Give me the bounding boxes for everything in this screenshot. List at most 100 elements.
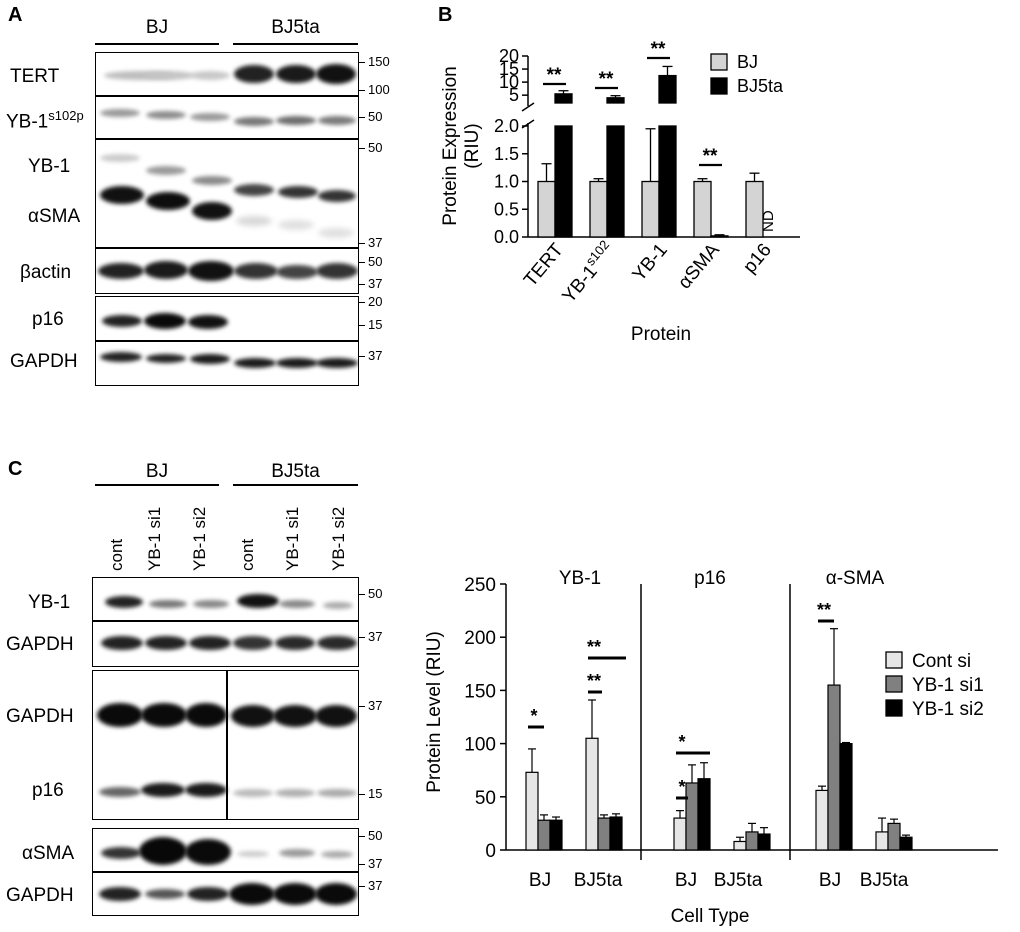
panel-c-group-bj-line [95, 484, 219, 486]
chart-c-bar [899, 836, 913, 851]
chart-c-category-label: BJ [675, 870, 697, 891]
lane-label: YB-1 si1 [145, 507, 164, 571]
panel-c-group-bj5ta-line [233, 484, 358, 486]
mw-marker: 150 [368, 54, 390, 69]
chart-b-sig-label: ** [547, 65, 562, 86]
blot-bactin [95, 248, 359, 294]
chart-b-ytick-label: 15 [499, 59, 519, 79]
chart-c-ylabel: Protein Level (RIU) [424, 631, 445, 793]
panel-b-letter: B [438, 4, 453, 26]
chart-b-legend-label: BJ5ta [737, 76, 784, 96]
panel-a-group-bj: BJ [145, 17, 169, 38]
chart-c-bar [697, 778, 711, 851]
chart-b-ytick-label: 2.0 [494, 116, 519, 136]
chart-c-ytick-label: 250 [464, 575, 496, 596]
mw-marker: 37 [368, 235, 383, 250]
panel-a-group-bj-line [95, 43, 219, 45]
chart-b: Protein Expression (RIU) 0.0 0.5 1.0 1.5 2.0… [440, 39, 800, 345]
chart-c-bar [757, 833, 771, 851]
chart-b-nd-label: ND [760, 210, 777, 232]
chart-c-sig-label: * [530, 706, 537, 726]
chart-b-category-label: YB-1 [629, 240, 672, 286]
chart-b-bar [589, 180, 608, 238]
mw-tick [359, 117, 365, 119]
panel-c-label-gapdh-3: GAPDH [6, 885, 74, 906]
chart-b-ytick-label: 0.5 [494, 199, 519, 219]
chart-b-bar [606, 97, 625, 104]
chart-c-legend-label: YB-1 si2 [912, 699, 984, 720]
chart-c-bar [875, 831, 889, 851]
chart-b-category-label: YB-1s102 [555, 237, 619, 307]
panel-a-label-p16: p16 [32, 309, 64, 330]
lane-label: YB-1 si1 [283, 507, 302, 571]
chart-c-category-label: BJ5ta [860, 870, 909, 891]
panel-c-label-yb1: YB-1 [28, 592, 71, 613]
chart-c-bar [549, 819, 563, 851]
panel-a-label-tert: TERT [10, 66, 60, 87]
panel-a-label-yb1-s102p: YB-1s102p [6, 108, 84, 133]
chart-b-ytick-label: 20 [499, 46, 519, 66]
panel-c-label-asma: αSMA [22, 843, 75, 864]
chart-b-bar [658, 125, 677, 238]
mw-marker: 100 [368, 82, 390, 97]
chart-c-ytick-label: 50 [475, 788, 496, 809]
chart-c-ytick-label: 150 [464, 681, 496, 702]
chart-b-xlabel: Protein [631, 324, 691, 345]
blot-tert [95, 52, 359, 96]
chart-c-category-label: BJ5ta [574, 870, 623, 891]
mw-tick [359, 302, 365, 304]
chart-b-ytick-label: 1.5 [494, 144, 519, 164]
mw-marker: 15 [368, 317, 383, 332]
lane-label: cont [107, 539, 126, 571]
chart-c-bar [537, 819, 551, 851]
chart-c-bar [733, 840, 747, 851]
chart-b-sig-label: ** [651, 39, 666, 60]
chart-b-category-label: TERT [520, 239, 568, 291]
mw-marker: 37 [368, 276, 383, 291]
chart-c-bar [745, 831, 759, 851]
chart-c-panel-title: α-SMA [826, 568, 885, 589]
chart-c-bar [815, 789, 829, 851]
panel-c-label-p16: p16 [32, 780, 64, 801]
mw-tick [359, 284, 365, 286]
chart-c-legend-label: YB-1 si1 [912, 675, 984, 696]
chart-c-bar [585, 737, 599, 851]
chart-c-legend-swatch [885, 651, 903, 669]
panel-c-group-bj5ta: BJ5ta [271, 461, 320, 482]
blot-c-gapdh-3 [92, 872, 359, 916]
mw-marker: 37 [368, 856, 383, 871]
chart-b-bar [554, 93, 573, 104]
chart-c-ytick-label: 100 [464, 735, 496, 756]
chart-b-sig-label: ** [703, 146, 718, 167]
mw-tick [359, 90, 365, 92]
chart-b-bar [710, 235, 729, 238]
mw-marker: 50 [368, 586, 383, 601]
mw-marker: 50 [368, 140, 383, 155]
chart-b-legend-swatch [710, 77, 728, 95]
mw-tick [359, 637, 365, 639]
panel-c-lane-labels: cont YB-1 si1 YB-1 si2 cont YB-1 si1 YB-… [107, 507, 348, 571]
chart-b-ylabel-line2: (RIU) [462, 123, 483, 168]
chart-c-bar [685, 782, 699, 851]
chart-c-sig-label: * [678, 732, 685, 752]
chart-b-bar [658, 74, 677, 104]
mw-marker: 37 [368, 698, 383, 713]
panel-a-label-yb1: YB-1 [28, 156, 71, 177]
chart-c-bar [673, 817, 687, 851]
blot-yb1-s102p [95, 96, 359, 139]
chart-b-bar [641, 180, 660, 238]
blot-yb1-asma [95, 139, 359, 248]
chart-b-category-label: p16 [739, 240, 775, 278]
chart-c-bar [609, 816, 623, 851]
blot-gapdh-a [95, 341, 359, 386]
chart-b-ylabel-line1: Protein Expression [440, 66, 461, 225]
mw-marker: 20 [368, 294, 383, 309]
chart-c-xlabel: Cell Type [671, 906, 750, 927]
chart-b-bar [537, 180, 556, 238]
panel-c-label-gapdh-1: GAPDH [6, 634, 74, 655]
mw-tick [359, 594, 365, 596]
mw-marker: 37 [368, 878, 383, 893]
mw-marker: 37 [368, 629, 383, 644]
chart-c-sig-label: ** [587, 637, 601, 657]
chart-c-sig-label: * [678, 777, 685, 797]
